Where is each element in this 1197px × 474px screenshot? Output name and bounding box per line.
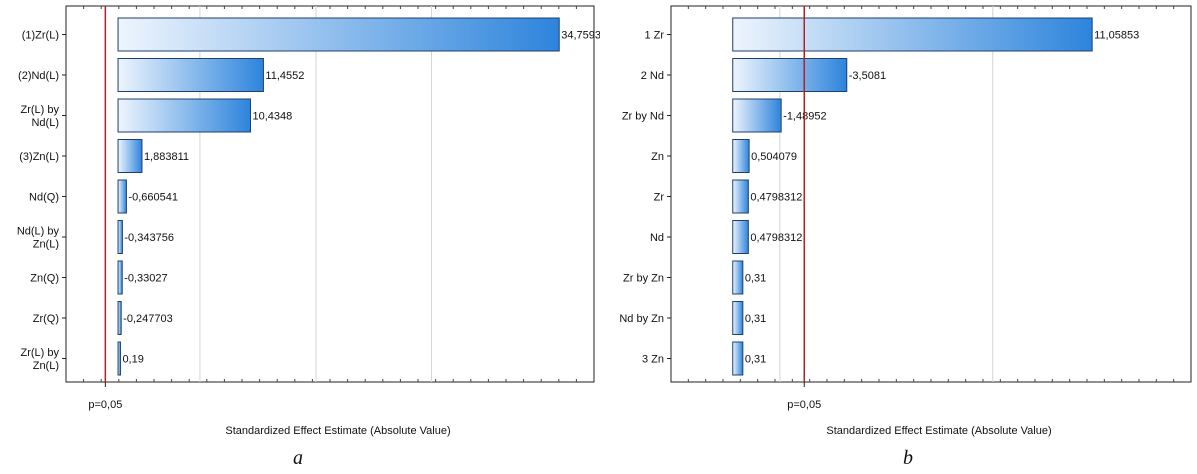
- category-label: Zr(Q): [33, 313, 59, 325]
- data-label: 34,75935: [561, 30, 600, 42]
- bar: [117, 260, 123, 295]
- category-label: 2 Nd: [641, 70, 664, 82]
- category-label: Zn: [651, 151, 664, 163]
- category-label: 3 Zn: [642, 354, 664, 366]
- bar: [732, 179, 749, 214]
- data-label: 1,883811: [144, 151, 189, 163]
- bar: [732, 220, 749, 254]
- data-label: -0,247703: [123, 313, 173, 325]
- bar: [732, 139, 750, 173]
- significance-label: p=0,05: [787, 399, 821, 411]
- bar: [117, 341, 121, 376]
- data-label: 0,31: [745, 313, 766, 325]
- category-label: Zr by Nd: [622, 111, 664, 123]
- category-label: (3)Zn(L): [19, 151, 59, 163]
- data-label: 0,504079: [751, 151, 797, 163]
- chart-svg: 34,75935 (1)Zr(L) 11,4552 (2)Nd(L) 10,4348 Zr…: [17, 5, 600, 437]
- bar: [732, 301, 744, 335]
- category-label: Nd by Zn: [619, 313, 664, 325]
- category-label: Zr(L) by Zn(L): [21, 347, 60, 372]
- bar: [732, 58, 848, 92]
- category-label: Zr: [654, 192, 665, 204]
- bar: [117, 179, 127, 214]
- x-axis-title: Standardized Effect Estimate (Absolute V…: [225, 425, 450, 437]
- bar: [117, 17, 560, 52]
- category-label: (2)Nd(L): [18, 70, 59, 82]
- data-label: -0,660541: [128, 192, 178, 204]
- category-label: Nd: [650, 232, 664, 244]
- data-label: 11,05853: [1094, 30, 1139, 42]
- bar: [117, 220, 123, 254]
- category-label: Zn(Q): [30, 273, 59, 285]
- category-label: Zr(L) by Nd(L): [21, 104, 60, 129]
- bar: [732, 341, 744, 376]
- x-axis-title: Standardized Effect Estimate (Absolute V…: [826, 425, 1051, 437]
- category-label: (1)Zr(L): [22, 30, 59, 42]
- data-label: -3,5081: [849, 70, 886, 82]
- data-label: 0,4798312: [750, 192, 802, 204]
- bar: [117, 301, 122, 335]
- bar: [117, 58, 264, 92]
- data-label: 0,19: [122, 354, 143, 366]
- data-label: 0,31: [745, 273, 766, 285]
- category-label: 1 Zr: [644, 30, 664, 42]
- panel-letter: b: [903, 447, 913, 469]
- bar: [732, 260, 744, 295]
- significance-label: p=0,05: [88, 399, 122, 411]
- data-label: 0,31: [745, 354, 766, 366]
- data-label: 11,4552: [265, 70, 304, 82]
- category-label: Nd(Q): [29, 192, 59, 204]
- panel-letter: a: [293, 447, 303, 469]
- bar: [732, 17, 1093, 52]
- data-label: -0,33027: [124, 273, 167, 285]
- data-label: 10,4348: [252, 111, 292, 123]
- category-label: Zr by Zn: [623, 273, 664, 285]
- chart-panel-a: 34,75935 (1)Zr(L) 11,4552 (2)Nd(L) 10,4348 Zr…: [17, 5, 600, 469]
- bar: [732, 98, 782, 133]
- data-label: -0,343756: [124, 232, 174, 244]
- bar: [117, 139, 143, 173]
- bar: [117, 98, 251, 133]
- category-label: Nd(L) by Zn(L): [17, 226, 60, 251]
- data-label: 0,4798312: [750, 232, 802, 244]
